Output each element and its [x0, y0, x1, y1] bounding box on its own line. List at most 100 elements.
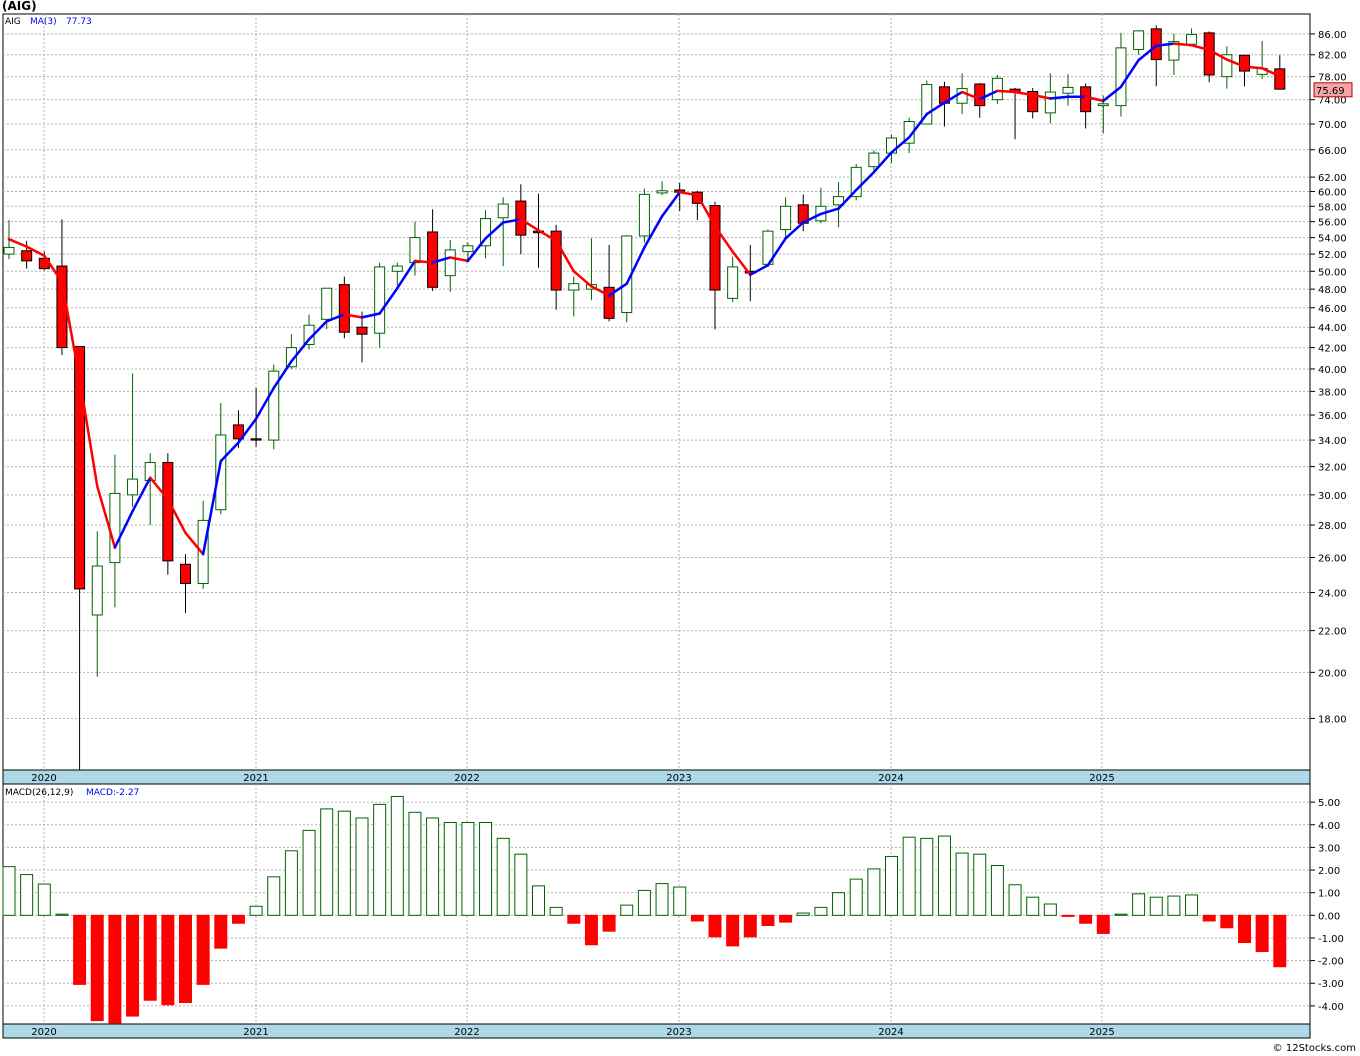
macd-tick-label: -4.00	[1318, 1002, 1344, 1013]
macd-bar	[1202, 914, 1216, 922]
ma-segment	[1137, 44, 1158, 62]
ma-segment	[113, 509, 134, 549]
macd-bar	[920, 837, 934, 916]
candle-body	[1044, 91, 1056, 114]
candle	[568, 276, 580, 317]
ma-segment	[148, 476, 170, 501]
ma-segment	[590, 285, 611, 297]
macd-bar	[1167, 895, 1181, 916]
candle	[480, 210, 492, 259]
macd-bar	[796, 912, 810, 916]
candle-body	[1097, 103, 1109, 107]
macd-bar	[885, 855, 898, 916]
macd-tick-label: -2.00	[1318, 957, 1344, 968]
macd-bar	[1114, 913, 1128, 916]
candle-body	[991, 77, 1003, 101]
ma-segment	[325, 313, 346, 323]
candle-body	[338, 284, 350, 333]
macd-legend-value: MACD:-2.27	[86, 788, 139, 798]
ma-segment	[484, 221, 505, 240]
macd-bar	[637, 889, 651, 916]
macd-bar	[867, 868, 881, 916]
macd-bar	[479, 821, 493, 916]
candle	[780, 197, 792, 239]
price-tick-label: 32.00	[1318, 463, 1347, 474]
macd-bar	[990, 865, 1004, 916]
candle	[91, 531, 103, 677]
macd-bar	[549, 906, 563, 916]
ma-segment	[749, 263, 770, 277]
ma-segment	[1155, 42, 1176, 48]
legend-ma: MA(3)	[30, 17, 57, 27]
price-candles	[3, 25, 1286, 770]
ma-segment	[537, 229, 558, 243]
candle-body	[444, 249, 456, 277]
candle	[127, 373, 139, 507]
candle	[391, 262, 403, 286]
ma-segment	[96, 484, 117, 549]
price-tick-label: 28.00	[1318, 521, 1347, 532]
candle	[162, 453, 174, 575]
ma-segment	[890, 136, 911, 154]
ma-segment	[872, 151, 893, 174]
ma-segment	[1190, 43, 1211, 52]
price-moving-average	[7, 42, 1282, 556]
price-tick-label: 66.00	[1318, 146, 1347, 157]
ma-segment	[449, 256, 470, 263]
macd-tick-label: -3.00	[1318, 979, 1344, 990]
price-tick-label: 86.00	[1318, 30, 1347, 41]
macd-bar	[567, 914, 581, 924]
macd-bar	[461, 821, 475, 916]
candle-body	[1027, 90, 1039, 113]
macd-bar	[1061, 914, 1075, 917]
macd-tick-label: 5.00	[1318, 798, 1340, 809]
price-tick-label: 18.00	[1318, 714, 1347, 725]
candle-body	[603, 286, 615, 319]
candle-body	[974, 83, 986, 107]
candle	[497, 197, 509, 267]
candle-body	[21, 250, 33, 262]
price-panel	[2, 13, 1311, 771]
ma-segment	[519, 218, 540, 232]
macd-bar	[231, 914, 245, 924]
macd-bar	[496, 837, 510, 916]
macd-bar	[1255, 914, 1269, 953]
candle-body	[162, 462, 174, 562]
price-tick-label: 38.00	[1318, 387, 1347, 398]
legend-symbol: AIG	[5, 17, 21, 27]
candle-body	[409, 237, 421, 264]
ma-segment	[607, 282, 628, 297]
price-tick-label: 26.00	[1318, 553, 1347, 564]
ma-segment	[696, 193, 717, 228]
macd-bar	[373, 803, 387, 916]
ma-segment	[996, 89, 1017, 94]
macd-bar	[937, 835, 951, 916]
candle-body	[1221, 54, 1233, 78]
macd-bar	[196, 914, 210, 985]
ma-segment	[625, 246, 646, 285]
ma-segment	[784, 221, 805, 240]
candle-body	[374, 266, 386, 334]
price-tick-label: 42.00	[1318, 344, 1347, 355]
macd-bar	[602, 914, 616, 932]
macd-bar	[302, 829, 316, 916]
candle-body	[427, 231, 439, 288]
macd-bar	[108, 914, 122, 1024]
candle-body	[850, 166, 862, 198]
ma-segment	[290, 338, 311, 363]
macd-bar	[320, 808, 334, 916]
candle	[850, 163, 862, 201]
macd-bar	[73, 914, 87, 985]
macd-bar	[1149, 896, 1163, 916]
macd-tick-label: 0.00	[1318, 911, 1340, 922]
ma-segment	[1013, 90, 1034, 97]
candle	[144, 453, 156, 526]
year-label: 2023	[666, 773, 691, 784]
ma-segment	[25, 245, 46, 258]
macd-bar	[1220, 914, 1234, 929]
candle-body	[232, 424, 244, 440]
macd-bar	[955, 852, 969, 916]
ma-segment	[572, 270, 593, 288]
macd-bar	[143, 914, 157, 1001]
candle-body	[550, 230, 562, 291]
